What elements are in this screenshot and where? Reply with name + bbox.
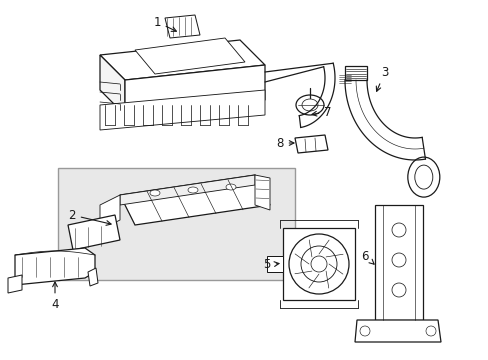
Text: 7: 7 — [311, 105, 331, 118]
Text: 5: 5 — [263, 258, 279, 271]
Bar — [283, 228, 354, 300]
Ellipse shape — [407, 157, 439, 197]
Polygon shape — [100, 55, 125, 115]
Text: 6: 6 — [361, 249, 373, 264]
Ellipse shape — [391, 283, 405, 297]
Polygon shape — [135, 38, 244, 74]
Text: 2: 2 — [68, 208, 111, 225]
Ellipse shape — [302, 99, 317, 111]
Bar — [58, 168, 294, 280]
Ellipse shape — [150, 190, 160, 196]
Polygon shape — [254, 175, 269, 210]
Ellipse shape — [359, 326, 369, 336]
Polygon shape — [88, 268, 98, 286]
Ellipse shape — [225, 184, 236, 190]
Polygon shape — [345, 66, 366, 80]
Polygon shape — [120, 175, 254, 205]
Bar — [374, 205, 422, 320]
Ellipse shape — [425, 326, 435, 336]
Polygon shape — [68, 215, 120, 250]
Polygon shape — [100, 90, 264, 130]
Text: 8: 8 — [276, 136, 293, 149]
Polygon shape — [8, 275, 22, 293]
Polygon shape — [354, 320, 440, 342]
Ellipse shape — [310, 256, 326, 272]
Ellipse shape — [391, 253, 405, 267]
Polygon shape — [164, 15, 200, 38]
Text: 3: 3 — [376, 66, 388, 91]
Text: 1: 1 — [153, 15, 176, 31]
Polygon shape — [294, 135, 327, 153]
Ellipse shape — [391, 223, 405, 237]
Polygon shape — [266, 256, 283, 272]
Polygon shape — [120, 175, 269, 225]
Text: 4: 4 — [51, 282, 59, 311]
Polygon shape — [15, 248, 95, 285]
Polygon shape — [100, 195, 120, 230]
Ellipse shape — [288, 234, 348, 294]
Ellipse shape — [414, 165, 432, 189]
Ellipse shape — [187, 187, 198, 193]
Polygon shape — [100, 40, 264, 80]
Ellipse shape — [301, 246, 336, 282]
Polygon shape — [125, 65, 264, 115]
Ellipse shape — [295, 95, 324, 115]
